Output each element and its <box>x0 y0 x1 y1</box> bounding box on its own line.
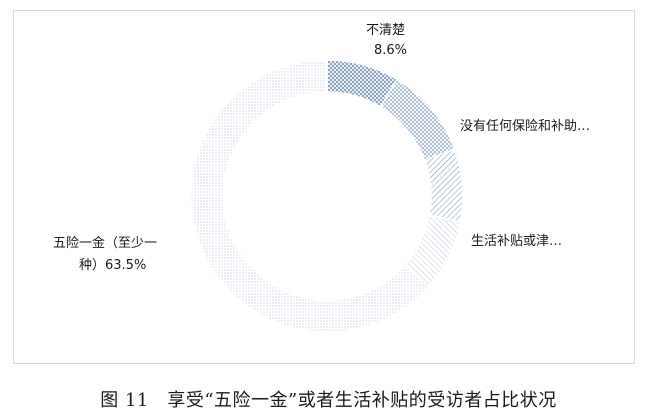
slice-label-0: 不清楚 8.6% <box>366 23 407 58</box>
slice-label-line: 不清楚 <box>366 23 405 38</box>
donut-labels: 不清楚 8.6% 没有任何保险和补助… 生活补贴或津… 五险一金（至少一种）63.5% <box>53 23 590 273</box>
slice-label-line: 8.6% <box>374 43 407 58</box>
slice-label-line: 五险一金（至少一 <box>53 235 157 251</box>
slice-label-4: 五险一金（至少一种）63.5% <box>53 235 157 273</box>
donut-slice-2 <box>423 148 464 223</box>
slice-label-line: 种）63.5% <box>79 258 146 273</box>
donut-chart: 不清楚 8.6% 没有任何保险和补助… 生活补贴或津… 五险一金（至少一种）63.5% <box>53 23 590 333</box>
slice-label-line: 生活补贴或津… <box>471 234 562 249</box>
slice-label-line: 没有任何保险和补助… <box>460 118 590 134</box>
donut-slices <box>190 59 464 333</box>
donut-slice-4 <box>190 59 431 333</box>
donut-slice-1 <box>379 78 456 162</box>
chart-frame: 不清楚 8.6% 没有任何保险和补助… 生活补贴或津… 五险一金（至少一种）63.5% <box>13 10 635 364</box>
figure-caption: 图 11 享受“五险一金”或者生活补贴的受访者占比状况 <box>100 390 557 411</box>
slice-label-2: 生活补贴或津… <box>471 234 562 249</box>
slice-label-1: 没有任何保险和补助… <box>460 118 590 134</box>
